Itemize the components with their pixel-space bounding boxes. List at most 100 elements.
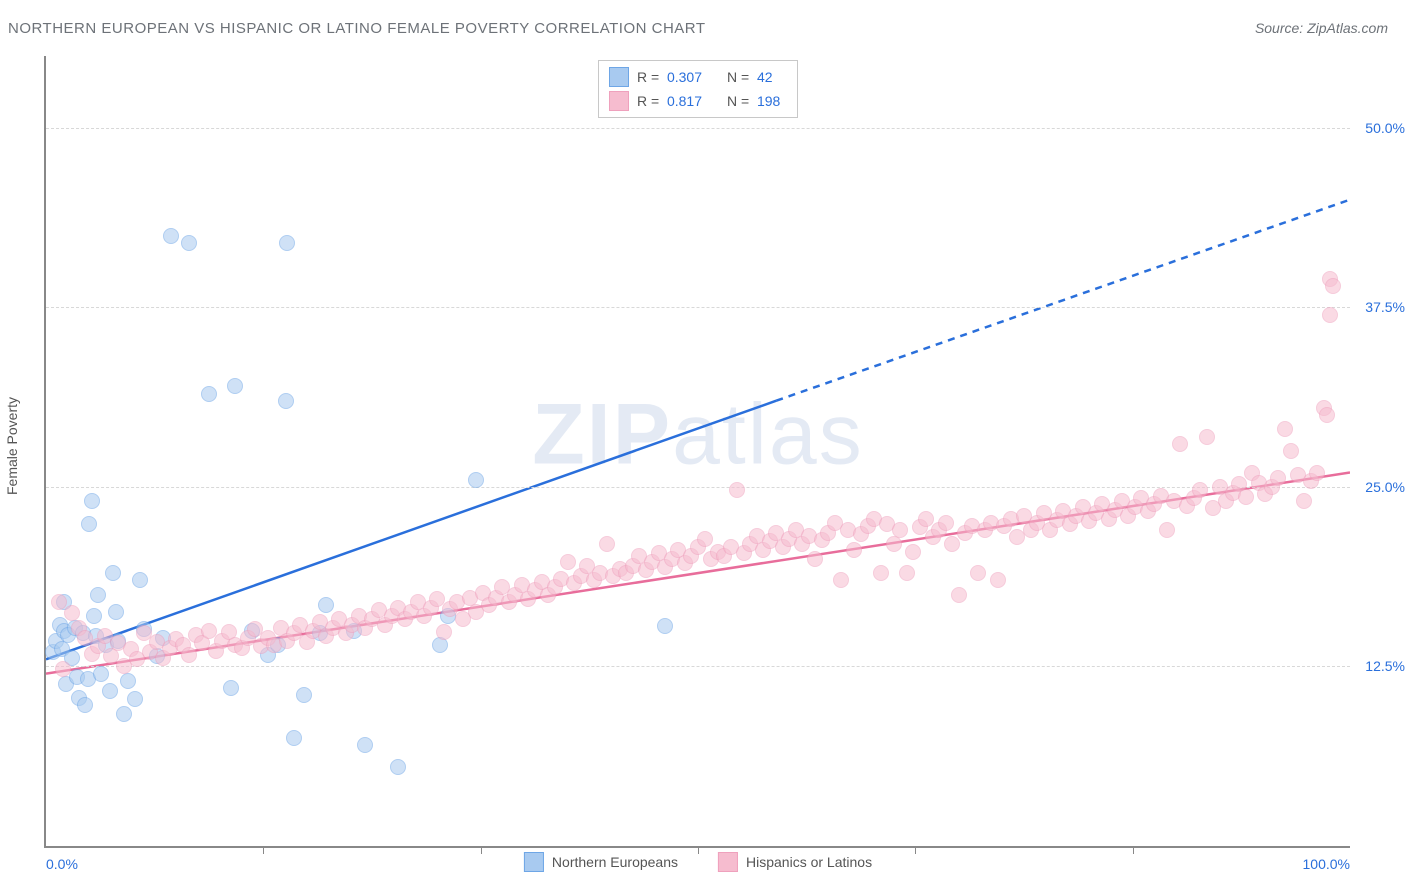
- data-point: [81, 516, 97, 532]
- legend-n-1: N = 198: [727, 93, 787, 109]
- data-point: [560, 554, 576, 570]
- data-point: [116, 706, 132, 722]
- legend-swatch-0: [609, 67, 629, 87]
- ytick-label: 37.5%: [1365, 299, 1405, 315]
- data-point: [286, 730, 302, 746]
- data-point: [918, 511, 934, 527]
- data-point: [1309, 465, 1325, 481]
- data-point: [84, 493, 100, 509]
- data-point: [886, 536, 902, 552]
- xtick: [698, 846, 699, 854]
- data-point: [279, 235, 295, 251]
- data-point: [938, 515, 954, 531]
- legend-n-value-1: 198: [757, 93, 780, 109]
- legend-label-0: Northern Europeans: [552, 854, 678, 870]
- data-point: [899, 565, 915, 581]
- gridline: [46, 307, 1350, 308]
- data-point: [599, 536, 615, 552]
- legend-r-value-0: 0.307: [667, 69, 702, 85]
- data-point: [846, 542, 862, 558]
- data-point: [951, 587, 967, 603]
- chart-title: NORTHERN EUROPEAN VS HISPANIC OR LATINO …: [8, 20, 706, 37]
- data-point: [892, 522, 908, 538]
- legend-swatch-b1: [718, 852, 738, 872]
- data-point: [1192, 482, 1208, 498]
- legend-stats-row-0: R = 0.307 N = 42: [609, 65, 787, 89]
- xtick-label: 0.0%: [46, 856, 78, 872]
- data-point: [357, 737, 373, 753]
- xtick-label: 100.0%: [1303, 856, 1350, 872]
- legend-n-0: N = 42: [727, 69, 787, 85]
- data-point: [296, 687, 312, 703]
- data-point: [944, 536, 960, 552]
- data-point: [990, 572, 1006, 588]
- data-point: [102, 683, 118, 699]
- gridline: [46, 666, 1350, 667]
- legend-r-0: R = 0.307: [637, 69, 719, 85]
- data-point: [390, 759, 406, 775]
- data-point: [90, 587, 106, 603]
- trendlines-svg: [46, 56, 1350, 846]
- data-point: [51, 594, 67, 610]
- data-point: [1322, 307, 1338, 323]
- data-point: [181, 647, 197, 663]
- watermark-bold: ZIP: [532, 387, 672, 483]
- legend-r-1: R = 0.817: [637, 93, 719, 109]
- data-point: [86, 608, 102, 624]
- data-point: [697, 531, 713, 547]
- gridline: [46, 487, 1350, 488]
- data-point: [436, 624, 452, 640]
- ytick-label: 25.0%: [1365, 479, 1405, 495]
- data-point: [833, 572, 849, 588]
- ytick-label: 50.0%: [1365, 120, 1405, 136]
- data-point: [127, 691, 143, 707]
- watermark-rest: atlas: [672, 387, 864, 483]
- data-point: [807, 551, 823, 567]
- watermark: ZIPatlas: [532, 386, 863, 485]
- xtick: [915, 846, 916, 854]
- data-point: [729, 482, 745, 498]
- legend-n-value-0: 42: [757, 69, 773, 85]
- data-point: [1319, 407, 1335, 423]
- data-point: [163, 228, 179, 244]
- data-point: [227, 378, 243, 394]
- data-point: [1199, 429, 1215, 445]
- data-point: [93, 666, 109, 682]
- source-label: Source: ZipAtlas.com: [1255, 20, 1388, 36]
- gridline: [46, 128, 1350, 129]
- data-point: [1283, 443, 1299, 459]
- data-point: [278, 393, 294, 409]
- data-point: [223, 680, 239, 696]
- legend-swatch-b0: [524, 852, 544, 872]
- scatter-plot: ZIPatlas R = 0.307 N = 42 R = 0.817 N = …: [44, 56, 1350, 848]
- data-point: [1296, 493, 1312, 509]
- legend-stats-row-1: R = 0.817 N = 198: [609, 89, 787, 113]
- data-point: [905, 544, 921, 560]
- data-point: [1159, 522, 1175, 538]
- data-point: [318, 597, 334, 613]
- xtick: [1133, 846, 1134, 854]
- data-point: [468, 472, 484, 488]
- data-point: [1277, 421, 1293, 437]
- data-point: [1270, 470, 1286, 486]
- legend-swatch-1: [609, 91, 629, 111]
- data-point: [132, 572, 148, 588]
- data-point: [970, 565, 986, 581]
- legend-item-1: Hispanics or Latinos: [718, 852, 872, 872]
- data-point: [105, 565, 121, 581]
- data-point: [657, 618, 673, 634]
- legend-label-1: Hispanics or Latinos: [746, 854, 872, 870]
- data-point: [120, 673, 136, 689]
- y-axis-label: Female Poverty: [4, 397, 20, 495]
- data-point: [873, 565, 889, 581]
- xtick: [263, 846, 264, 854]
- data-point: [181, 235, 197, 251]
- data-point: [201, 386, 217, 402]
- data-point: [1325, 278, 1341, 294]
- legend-series: Northern Europeans Hispanics or Latinos: [524, 852, 872, 872]
- data-point: [108, 604, 124, 620]
- data-point: [77, 697, 93, 713]
- legend-stats: R = 0.307 N = 42 R = 0.817 N = 198: [598, 60, 798, 118]
- data-point: [1172, 436, 1188, 452]
- ytick-label: 12.5%: [1365, 658, 1405, 674]
